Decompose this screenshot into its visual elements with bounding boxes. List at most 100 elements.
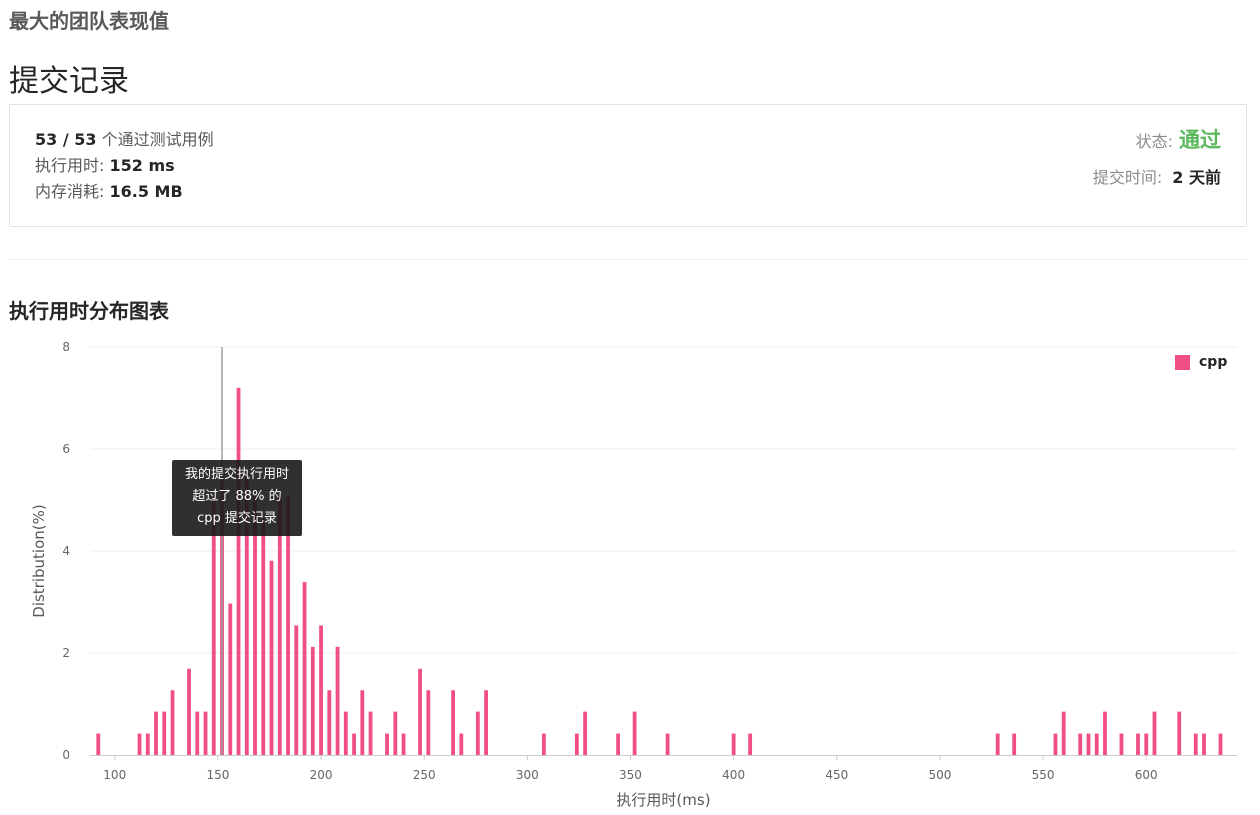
bar xyxy=(1119,733,1124,755)
bar xyxy=(137,733,142,755)
bar xyxy=(995,733,1000,755)
x-tick-label: 600 xyxy=(1135,768,1158,782)
bar xyxy=(352,733,356,755)
result-status: 状态: 通过 提交时间: 2 天前 xyxy=(1093,123,1221,191)
runtime-distribution-chart: 0 2 4 6 8 100 150 200 250 300 350 400 450 500 550 600 执行… xyxy=(30,340,1237,809)
bar xyxy=(211,495,216,755)
bar xyxy=(459,733,464,755)
bar xyxy=(616,733,621,755)
test-cases-row: 53 / 53 个通过测试用例 xyxy=(35,127,214,153)
bar xyxy=(1144,733,1149,755)
bar xyxy=(162,711,167,755)
bar xyxy=(335,646,340,755)
status-label: 状态: xyxy=(1135,132,1173,151)
bar xyxy=(327,690,332,755)
bar xyxy=(1218,733,1223,755)
bar xyxy=(418,668,422,755)
bar xyxy=(236,387,241,755)
bar xyxy=(1177,711,1182,755)
x-tick-label: 100 xyxy=(103,768,126,782)
x-axis-label: 执行用时(ms) xyxy=(616,791,710,809)
memory-value: 16.5 MB xyxy=(109,182,183,201)
bar xyxy=(195,711,200,755)
bar xyxy=(632,711,637,755)
bar xyxy=(1152,711,1157,755)
bar xyxy=(484,690,488,755)
submit-time-label: 提交时间: xyxy=(1092,168,1163,187)
y-tick-label: 2 xyxy=(62,646,70,660)
bar xyxy=(731,733,736,755)
bar xyxy=(269,560,274,755)
y-tick-label: 8 xyxy=(62,340,70,354)
bar xyxy=(343,711,348,755)
bar xyxy=(96,733,101,755)
section-divider xyxy=(9,259,1247,260)
y-tick-label: 0 xyxy=(62,748,70,762)
bar xyxy=(426,690,431,755)
bar xyxy=(401,733,406,755)
bar xyxy=(451,690,455,755)
bar xyxy=(228,603,233,755)
tooltip-line-1: 我的提交执行用时 xyxy=(184,467,289,482)
bar xyxy=(187,668,191,755)
x-tick-label: 400 xyxy=(722,768,745,782)
bar xyxy=(145,733,150,755)
x-tick-label: 500 xyxy=(928,768,951,782)
runtime-row: 执行用时: 152 ms xyxy=(35,153,214,179)
x-tick-label: 450 xyxy=(825,768,848,782)
bar xyxy=(261,517,266,755)
bar xyxy=(1094,733,1099,755)
bar xyxy=(368,711,373,755)
x-tick-label: 250 xyxy=(413,768,436,782)
chart-section-title: 执行用时分布图表 xyxy=(9,299,169,323)
y-axis-label: Distribution(%) xyxy=(30,504,48,617)
bar xyxy=(574,733,579,755)
bar xyxy=(1193,733,1198,755)
bar xyxy=(277,495,282,755)
y-tick-label: 4 xyxy=(62,544,70,558)
submission-result-card: 53 / 53 个通过测试用例 执行用时: 152 ms 内存消耗: 16.5 … xyxy=(9,104,1247,227)
bar xyxy=(1012,733,1017,755)
bar xyxy=(385,733,389,755)
bar xyxy=(203,711,208,755)
bar xyxy=(1078,733,1083,755)
bar xyxy=(1202,733,1206,755)
bar xyxy=(475,711,480,755)
memory-row: 内存消耗: 16.5 MB xyxy=(35,179,214,205)
bar xyxy=(170,690,175,755)
bar xyxy=(1061,711,1066,755)
bar xyxy=(393,711,398,755)
legend-label: cpp xyxy=(1199,354,1228,370)
runtime-label: 执行用时: xyxy=(35,156,110,175)
problem-title[interactable]: 最大的团队表现值 xyxy=(9,9,169,33)
submit-time-row: 提交时间: 2 天前 xyxy=(1093,165,1221,191)
passed-suffix: 个通过测试用例 xyxy=(96,130,214,149)
x-tick-label: 350 xyxy=(619,768,642,782)
y-tick-label: 6 xyxy=(62,442,70,456)
tooltip-line-3: cpp 提交记录 xyxy=(197,511,277,526)
passed-count: 53 / 53 xyxy=(35,130,97,149)
bar xyxy=(1086,733,1091,755)
memory-label: 内存消耗: xyxy=(35,182,110,201)
status-badge: 通过 xyxy=(1179,128,1221,152)
x-tick-label: 550 xyxy=(1032,768,1055,782)
bar xyxy=(665,733,670,755)
bar xyxy=(253,495,257,755)
bar xyxy=(302,582,307,755)
x-tick-label: 150 xyxy=(206,768,229,782)
status-row: 状态: 通过 xyxy=(1093,123,1221,157)
bar xyxy=(294,625,299,755)
bar xyxy=(1136,733,1140,755)
bar xyxy=(244,474,249,755)
x-tick-label: 200 xyxy=(310,768,333,782)
bar xyxy=(360,690,365,755)
bar xyxy=(1053,733,1058,755)
submit-time-value: 2 天前 xyxy=(1172,168,1221,187)
bar xyxy=(1103,711,1107,755)
runtime-value: 152 ms xyxy=(109,156,175,175)
x-tick-label: 300 xyxy=(516,768,539,782)
bar xyxy=(583,711,588,755)
legend-swatch xyxy=(1175,354,1190,370)
result-details: 53 / 53 个通过测试用例 执行用时: 152 ms 内存消耗: 16.5 … xyxy=(35,127,214,205)
chart-legend[interactable]: cpp xyxy=(1175,354,1227,370)
